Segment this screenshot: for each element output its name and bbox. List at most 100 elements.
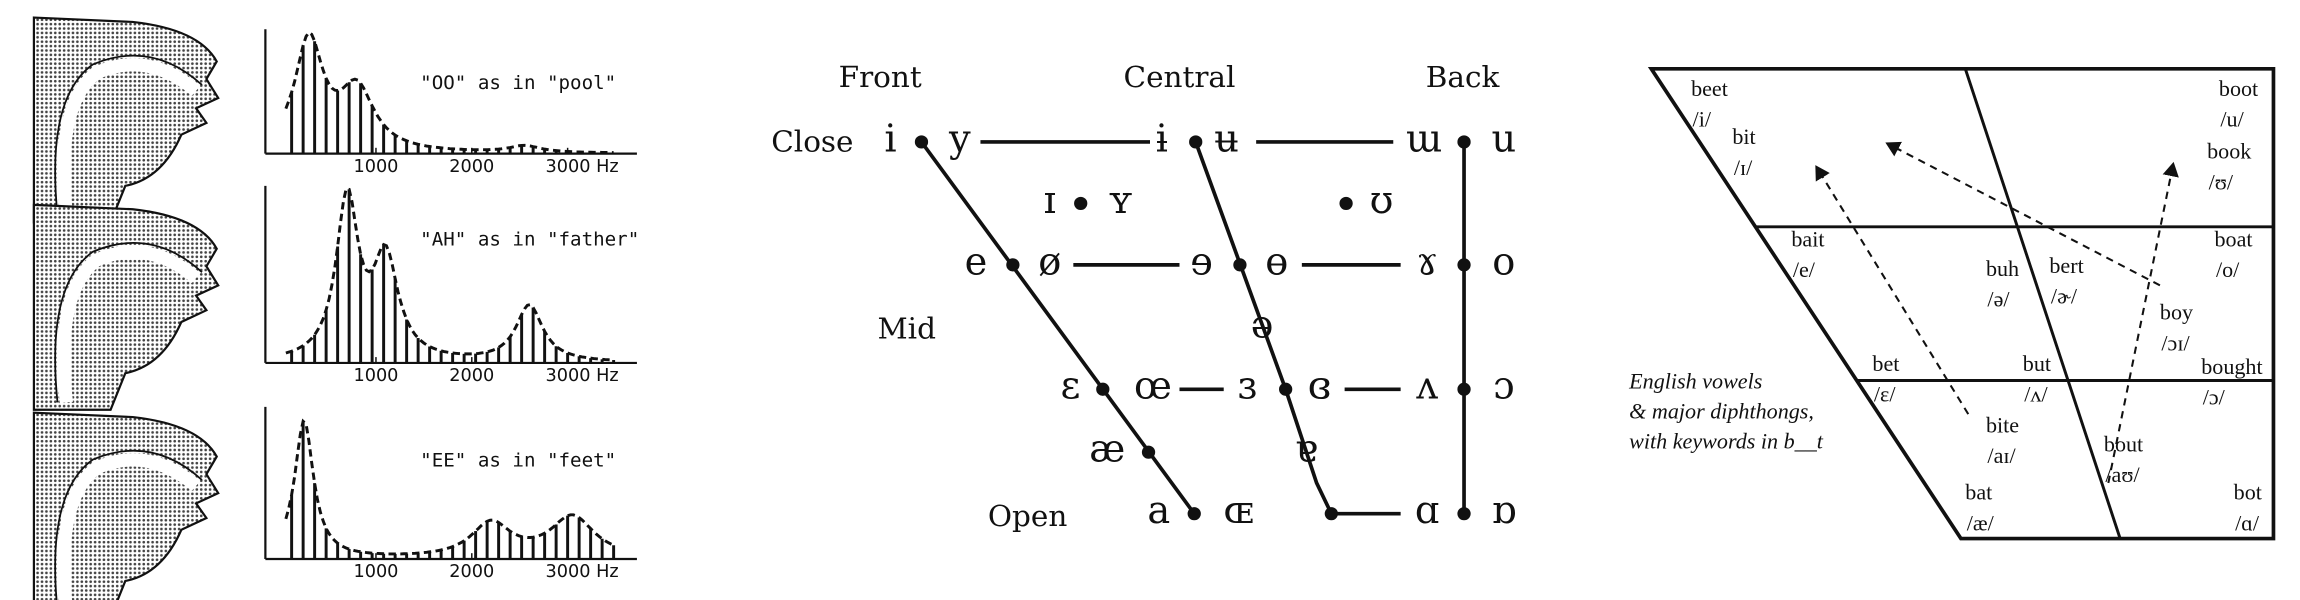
ipa-symbol: ɜ bbox=[1238, 365, 1258, 409]
envelope bbox=[284, 30, 614, 155]
ipa-symbol: ɪ bbox=[1044, 179, 1056, 223]
keyword: bait bbox=[1791, 227, 1824, 252]
vowel-dot bbox=[1457, 258, 1471, 272]
vowel-dot bbox=[1096, 382, 1110, 396]
ipa-transcription: /o/ bbox=[2216, 257, 2240, 282]
ipa-symbol: ɵ bbox=[1265, 240, 1288, 284]
vocal-tract-outline bbox=[54, 449, 203, 600]
ipa-transcription: /ʌ/ bbox=[2024, 382, 2048, 407]
freq-label: 3000 Hz bbox=[546, 366, 619, 386]
ipa-transcription: /e/ bbox=[1793, 257, 1816, 282]
freq-label: 2000 bbox=[449, 366, 494, 386]
vowel-dot bbox=[1324, 507, 1338, 521]
ipa-symbol: ʉ bbox=[1214, 118, 1239, 162]
ipa-symbol: ɛ bbox=[1060, 365, 1080, 409]
row-label: Close bbox=[771, 124, 853, 158]
column-label: Central bbox=[1124, 60, 1236, 94]
vowel-dot bbox=[1457, 382, 1471, 396]
ipa-symbol: ʏ bbox=[1108, 179, 1133, 223]
vowel-label: "EE" as in "feet" bbox=[420, 449, 616, 472]
vowel-dot bbox=[1187, 507, 1201, 521]
divider bbox=[1963, 68, 2122, 539]
ipa-symbol: ɘ bbox=[1190, 240, 1213, 284]
freq-label: 3000 Hz bbox=[546, 157, 619, 177]
ipa-transcription: /ɛ/ bbox=[1874, 382, 1896, 407]
ipa-symbol: ɨ bbox=[1156, 118, 1168, 162]
freq-label: 1000 bbox=[353, 157, 398, 177]
keyword: bert bbox=[2049, 253, 2083, 278]
ipa-transcription: /ɪ/ bbox=[1734, 155, 1753, 180]
ipa-transcription: /ə/ bbox=[1987, 287, 2010, 312]
ipa-symbol: ʌ bbox=[1415, 365, 1438, 409]
ipa-symbol: y bbox=[948, 118, 971, 162]
front-edge bbox=[919, 140, 1196, 515]
ipa-symbol: ɤ bbox=[1416, 240, 1438, 284]
diphthong-arrow bbox=[1885, 141, 2161, 287]
vowel-dot bbox=[1457, 507, 1471, 521]
ipa-transcription: /ʊ/ bbox=[2209, 170, 2234, 195]
ipa-symbol: e bbox=[965, 240, 988, 284]
keyword: bat bbox=[1965, 480, 1992, 505]
vocal-tract-outline bbox=[54, 242, 203, 403]
keyword: bite bbox=[1986, 412, 2019, 437]
ipa-transcription: /u/ bbox=[2220, 107, 2244, 132]
vowel-label: "OO" as in "pool" bbox=[420, 71, 616, 94]
caption: with keywords in b__t bbox=[1629, 429, 1824, 454]
keyword: buh bbox=[1986, 256, 2019, 281]
keyword: beet bbox=[1691, 76, 1728, 101]
envelope bbox=[285, 187, 614, 362]
vocal-tract-outline bbox=[54, 54, 203, 216]
vowel-dot bbox=[1233, 258, 1247, 272]
envelope bbox=[284, 418, 615, 556]
ipa-symbol: ø bbox=[1038, 240, 1061, 284]
ipa-symbol: ɐ bbox=[1295, 428, 1318, 472]
vowel-dot bbox=[1074, 196, 1088, 210]
ipa-symbol: ɑ bbox=[1415, 489, 1440, 533]
ipa-symbol: ɞ bbox=[1308, 365, 1332, 409]
keyword: boot bbox=[2219, 76, 2258, 101]
ipa-transcription: /i/ bbox=[1693, 107, 1712, 132]
ipa-transcription: /ɚ/ bbox=[2051, 284, 2078, 309]
column-label: Front bbox=[839, 60, 922, 94]
ipa-transcription: /aʊ/ bbox=[2105, 462, 2140, 487]
row-label: Open bbox=[988, 499, 1068, 533]
vowel-dot bbox=[1141, 445, 1156, 459]
vowel-dot bbox=[1006, 258, 1020, 272]
ipa-symbol: æ bbox=[1089, 428, 1125, 472]
vowel-dot bbox=[1339, 196, 1353, 210]
row-label: Mid bbox=[877, 312, 935, 346]
ipa-symbol: ʊ bbox=[1370, 179, 1394, 223]
keyword: bot bbox=[2234, 480, 2262, 505]
keyword: bet bbox=[1872, 351, 1899, 376]
ipa-symbol: ə bbox=[1251, 303, 1274, 347]
english-vowel-chart: beet/i/bit/ɪ/boot/u/book/ʊ/bait/e/buh/ə/… bbox=[1628, 66, 2276, 541]
diphthong-arrow bbox=[2107, 161, 2179, 484]
freq-label: 3000 Hz bbox=[546, 562, 619, 582]
vowel-dot bbox=[1279, 382, 1293, 396]
keyword: boat bbox=[2214, 227, 2252, 252]
keyword: bought bbox=[2201, 354, 2262, 379]
ipa-transcription: /ɔ/ bbox=[2203, 385, 2226, 410]
freq-label: 1000 bbox=[353, 366, 398, 386]
ipa-symbol: a bbox=[1147, 489, 1170, 533]
keyword: boy bbox=[2160, 300, 2193, 325]
ipa-transcription: /ɔɪ/ bbox=[2161, 330, 2190, 355]
vocal-tract bbox=[57, 453, 201, 600]
freq-label: 2000 bbox=[449, 157, 494, 177]
ipa-symbol: u bbox=[1491, 118, 1516, 162]
ipa-transcription: /aɪ/ bbox=[1987, 443, 2016, 468]
keyword: but bbox=[2023, 351, 2051, 376]
caption: English vowels bbox=[1628, 369, 1762, 394]
ipa-symbol: ɒ bbox=[1492, 489, 1517, 533]
diphthong-arrow bbox=[1815, 165, 1970, 415]
ipa-symbol: ɯ bbox=[1406, 118, 1442, 162]
ipa-symbol: o bbox=[1492, 240, 1515, 284]
freq-label: 2000 bbox=[449, 562, 494, 582]
vowel-label: "AH" as in "father" bbox=[420, 228, 639, 251]
keyword: bout bbox=[2104, 431, 2143, 456]
ipa-transcription: /ɑ/ bbox=[2235, 510, 2260, 535]
vocal-tract bbox=[57, 245, 201, 404]
ipa-symbol: œ bbox=[1134, 365, 1172, 409]
column-label: Back bbox=[1426, 60, 1500, 94]
vowel-dot bbox=[1457, 135, 1471, 149]
